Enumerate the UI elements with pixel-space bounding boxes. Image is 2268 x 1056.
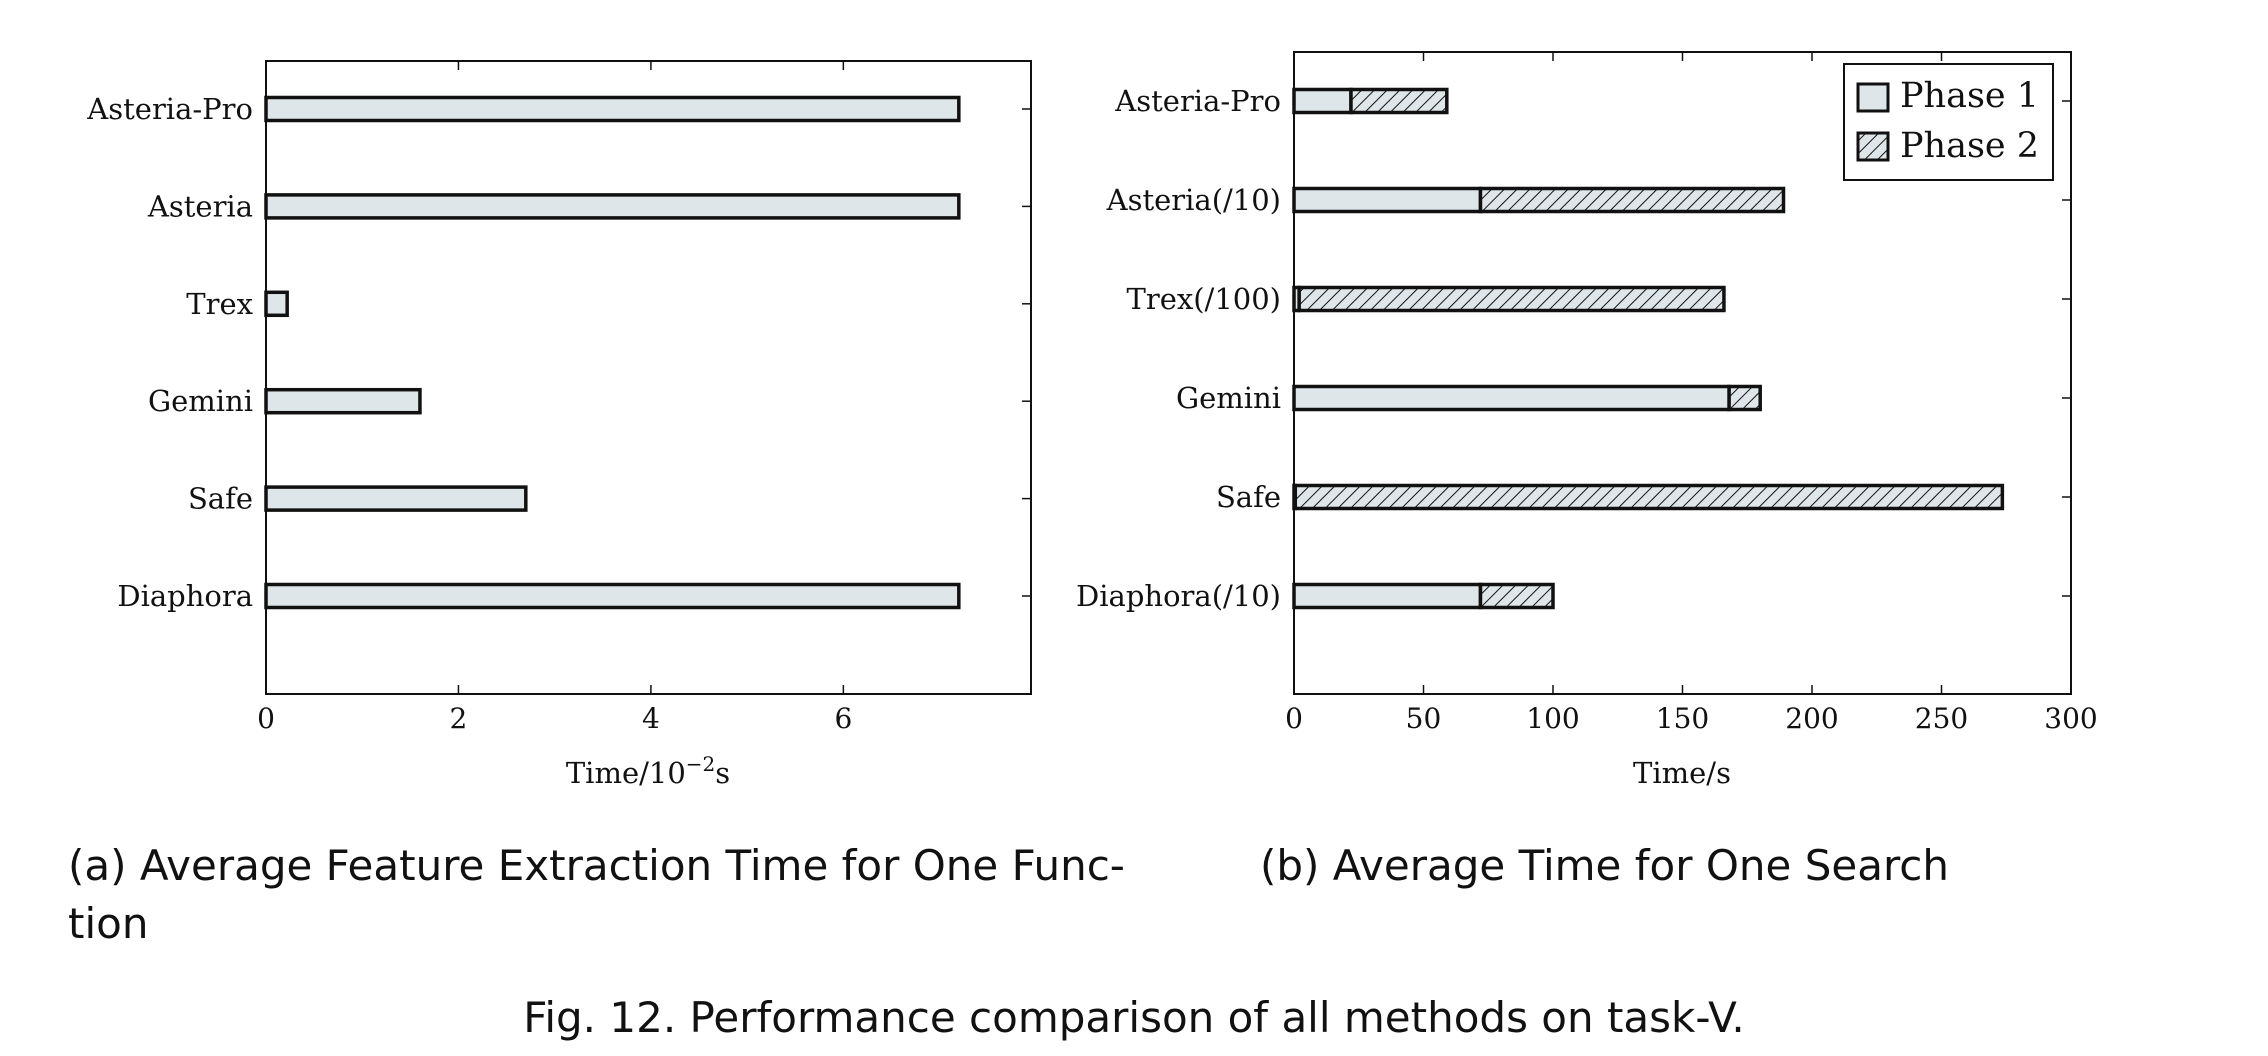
b-xtick-label: 150	[1656, 702, 1709, 735]
chart-feature-extraction: Asteria-Pro Asteria Trex Gemini Safe Diaphora…	[68, 60, 1125, 948]
a-bar-gemini	[264, 387, 422, 415]
legend: Phase 1 Phase 2	[1843, 63, 2054, 181]
a-category-label-asteria: Asteria	[147, 189, 253, 223]
b-bar-asteria-pro-phase-2	[1349, 87, 1449, 115]
a-category-label-asteria-pro: Asteria-Pro	[86, 92, 253, 126]
caption-b: (b) Average Time for One Search	[1260, 841, 1949, 890]
a-bar-diaphora	[264, 582, 961, 610]
legend-label-phase-2: Phase 2	[1900, 126, 2039, 166]
a-xtick-label: 2	[450, 702, 468, 735]
tick-label-group-a: 0 2 4 6	[257, 702, 852, 735]
a-bar-asteria	[264, 193, 961, 220]
b-bar-diaphora-10-phase-1	[1292, 582, 1483, 610]
a-bar-safe	[264, 485, 528, 512]
bar-group-b	[1292, 87, 2005, 610]
b-bar-trex-100-phase-2	[1297, 285, 1726, 313]
a-xtick-label: 6	[834, 702, 852, 735]
a-category-label-gemini: Gemini	[148, 384, 253, 418]
legend-swatch-phase-2	[1856, 131, 1890, 162]
b-bar-asteria-10-phase-2	[1478, 186, 1786, 214]
b-bar-gemini-phase-2	[1727, 384, 1762, 412]
a-xtick-label: 0	[257, 702, 275, 735]
a-category-label-trex: Trex	[186, 287, 253, 321]
b-category-label-asteria-10: Asteria(/10)	[1106, 183, 1281, 217]
a-bar-trex	[264, 290, 289, 318]
b-bar-asteria-10-phase-1	[1292, 186, 1483, 214]
x-axis-label-b: Time/s	[1633, 756, 1731, 790]
legend-label-phase-1: Phase 1	[1900, 76, 2039, 116]
plot-frame-a	[265, 60, 1032, 695]
chart-search-time: Asteria-Pro Asteria(/10) Trex(/100) Gemini S…	[1076, 51, 2098, 890]
legend-swatch-phase-1	[1856, 82, 1890, 113]
a-bar-asteria-pro	[264, 95, 961, 123]
b-bar-gemini-phase-1	[1292, 384, 1731, 412]
b-category-label-diaphora-10: Diaphora(/10)	[1076, 579, 1281, 613]
b-category-label-asteria-pro: Asteria-Pro	[1114, 84, 1281, 118]
b-xtick-label: 300	[2044, 702, 2097, 735]
b-category-label-gemini: Gemini	[1176, 381, 1281, 415]
category-label-group-a: Asteria-Pro Asteria Trex Gemini Safe Diaphora	[86, 92, 253, 613]
b-category-label-safe: Safe	[1216, 480, 1281, 514]
bar-group-a	[264, 95, 961, 610]
caption-a-line2: tion	[68, 899, 148, 948]
b-xtick-label: 200	[1785, 702, 1838, 735]
category-label-group-b: Asteria-Pro Asteria(/10) Trex(/100) Gemini S…	[1076, 84, 1281, 613]
b-bar-diaphora-10-phase-2	[1478, 582, 1555, 610]
b-category-label-trex-100: Trex(/100)	[1127, 282, 1281, 316]
a-xtick-label: 4	[642, 702, 660, 735]
tick-label-group-b: 0 50 100 150 200 250 300	[1285, 702, 2098, 735]
figure-caption: Fig. 12. Performance comparison of all m…	[523, 993, 1745, 1042]
caption-a-line1: (a) Average Feature Extraction Time for …	[68, 841, 1125, 890]
b-xtick-label: 50	[1406, 702, 1442, 735]
b-bar-safe-phase-2	[1293, 483, 2005, 511]
b-xtick-label: 0	[1285, 702, 1303, 735]
b-xtick-label: 100	[1526, 702, 1579, 735]
a-category-label-diaphora: Diaphora	[117, 579, 253, 613]
b-xtick-label: 250	[1915, 702, 1968, 735]
b-bar-asteria-pro-phase-1	[1292, 87, 1353, 115]
x-axis-label-a: Time/10−2s	[566, 752, 730, 790]
a-category-label-safe: Safe	[188, 482, 253, 516]
